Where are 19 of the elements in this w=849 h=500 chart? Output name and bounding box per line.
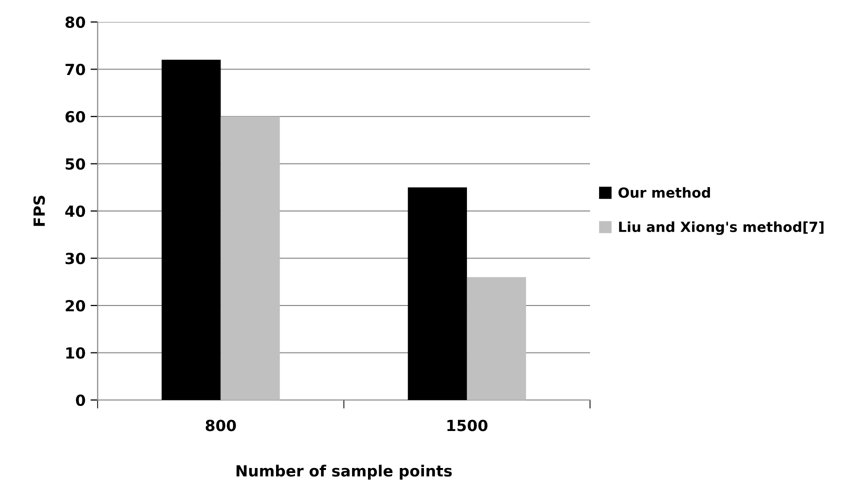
bar: [408, 187, 467, 400]
y-tick-label: 10: [66, 347, 86, 359]
bar: [220, 116, 280, 400]
bar: [466, 277, 526, 400]
y-axis-title: FPS: [33, 196, 45, 226]
y-tick-label: 50: [66, 158, 86, 170]
y-tick-label: 0: [76, 394, 86, 406]
legend-label: Our method: [618, 187, 710, 198]
y-tick-label: 60: [66, 110, 86, 123]
legend-label: Liu and Xiong's method[7]: [619, 221, 824, 235]
y-tick-label: 30: [66, 252, 86, 264]
x-tick-label: 1500: [447, 420, 488, 432]
y-tick-label: 20: [66, 300, 86, 312]
y-tick-label: 70: [66, 64, 86, 76]
x-axis-title: Number of sample points: [236, 464, 452, 480]
y-tick-label: 40: [65, 205, 86, 218]
y-tick-label: 80: [66, 16, 86, 28]
x-tick-label: 800: [206, 420, 236, 432]
bar: [162, 60, 221, 400]
